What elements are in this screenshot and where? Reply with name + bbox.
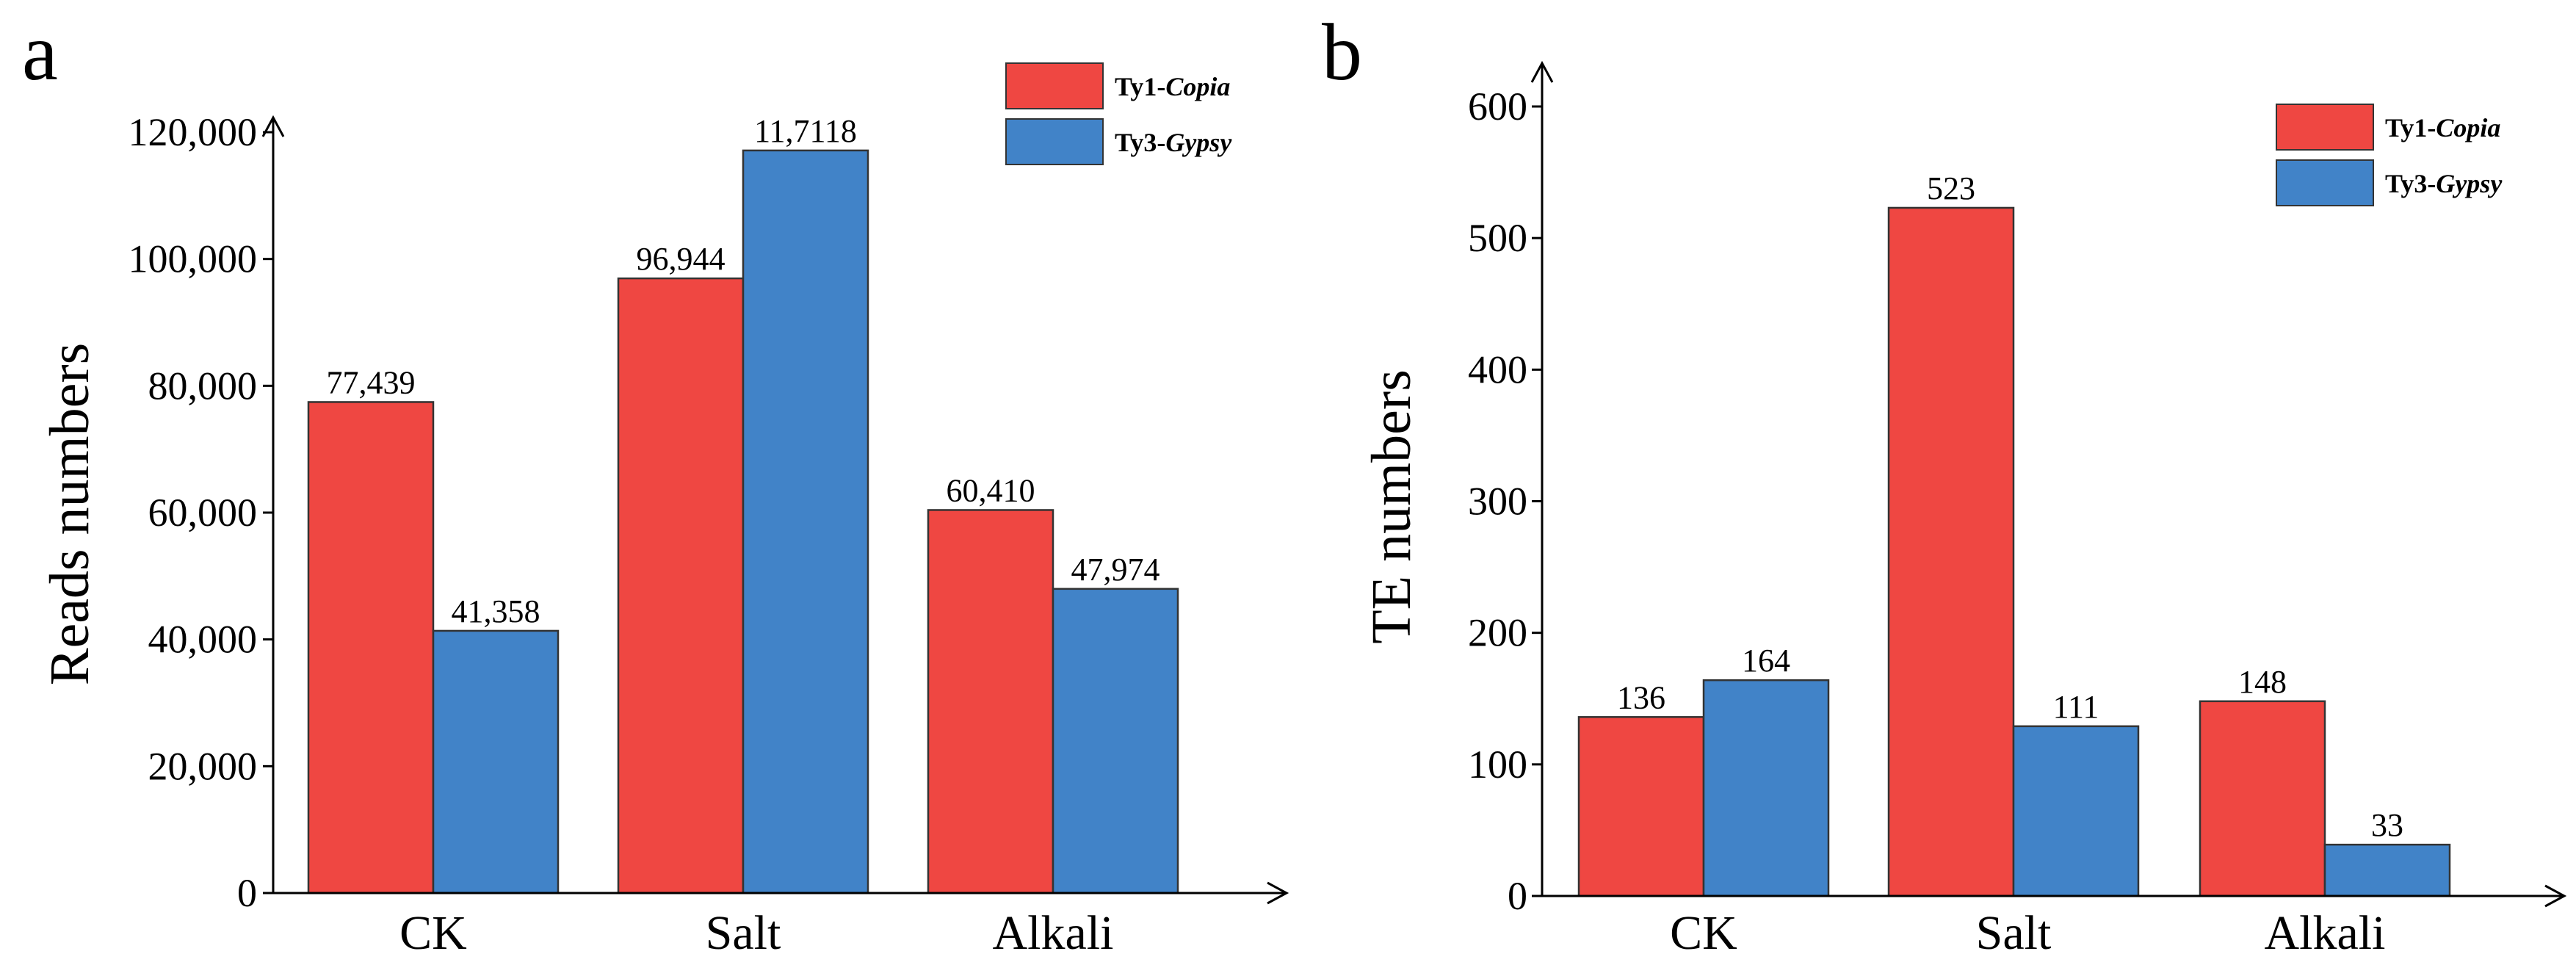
legend-swatch: [1005, 62, 1104, 109]
bar-ck-gypsy: [432, 629, 560, 894]
legend-entry: Ty3-Gypsy: [2385, 169, 2503, 198]
data-label: 60,410: [947, 472, 1035, 508]
legend-entry: Ty1-Copia: [2385, 113, 2500, 142]
bar-alkali-copia: [927, 509, 1054, 894]
y-tick-label: 100,000: [129, 237, 258, 281]
legend-swatch: [2276, 159, 2374, 206]
legend-swatch: [2276, 104, 2374, 151]
data-label: 77,439: [327, 364, 416, 400]
bar-salt-copia: [617, 277, 745, 894]
y-tick-label: 500: [1468, 216, 1527, 260]
data-label: 523: [1927, 170, 1975, 206]
y-tick-label: 0: [237, 871, 257, 915]
y-tick-label: 600: [1468, 84, 1527, 129]
y-axis-arrow: [261, 115, 285, 137]
legend-entry: Ty3-Gypsy: [1115, 128, 1232, 157]
y-tick-label: 120,000: [129, 110, 258, 154]
y-tick-label: 80,000: [148, 364, 258, 408]
y-tick-label: 100: [1468, 742, 1527, 787]
bar-salt-gypsy: [742, 149, 869, 894]
legend: Ty1-Copia Ty3-Gypsy: [2276, 104, 2503, 206]
bar-alkali-gypsy: [1052, 588, 1179, 894]
x-axis-arrow: [2544, 884, 2567, 908]
bar-ck-gypsy: [1702, 679, 1830, 897]
x-axis-arrow: [1267, 881, 1289, 905]
y-tick-label: 0: [1508, 874, 1527, 918]
legend-swatch: [1005, 118, 1104, 165]
y-tick-label: 300: [1468, 480, 1527, 524]
bar-alkali-gypsy: [2323, 843, 2451, 897]
data-label: 33: [2371, 807, 2403, 843]
data-label: 164: [1742, 643, 1790, 679]
panel-a: a 77,439 41,358 CK 96,944 11,7118 Salt 60,410 47…: [22, 7, 1289, 960]
x-tick-label: Alkali: [2265, 906, 2386, 960]
x-tick-label: Alkali: [993, 906, 1114, 960]
x-tick-label: CK: [399, 906, 467, 960]
data-label: 47,974: [1071, 552, 1160, 588]
data-label: 41,358: [452, 593, 540, 629]
bar-salt-copia: [1887, 206, 2015, 897]
bar-ck-copia: [307, 401, 435, 894]
data-label: 96,944: [637, 241, 726, 277]
data-label: 136: [1617, 679, 1665, 715]
legend-entry: Ty1-Copia: [1115, 72, 1230, 101]
y-tick-label: 60,000: [148, 491, 258, 535]
y-tick-label: 20,000: [148, 744, 258, 788]
panel-b: b 136 164 CK 523 111 Salt 148 33 Alkali 0 100 200 300…: [1322, 7, 2567, 960]
data-label: 11,7118: [754, 113, 857, 149]
x-tick-label: CK: [1670, 906, 1737, 960]
y-tick-label: 400: [1468, 347, 1527, 391]
x-tick-label: Salt: [1976, 906, 2052, 960]
y-axis-title: Reads numbers: [39, 343, 101, 685]
bar-alkali-copia: [2199, 700, 2326, 897]
data-label: 148: [2238, 664, 2287, 700]
y-tick-label: 200: [1468, 611, 1527, 655]
panel-letter: b: [1322, 7, 1362, 97]
bar-ck-copia: [1577, 716, 1705, 897]
data-label: 111: [2053, 689, 2099, 725]
y-axis-arrow: [1530, 60, 1554, 83]
legend: Ty1-Copia Ty3-Gypsy: [1005, 62, 1232, 165]
bar-salt-gypsy: [2012, 725, 2140, 897]
y-axis-title: TE numbers: [1361, 369, 1422, 644]
panel-letter: a: [22, 7, 58, 97]
y-tick-label: 40,000: [148, 618, 258, 662]
x-tick-label: Salt: [706, 906, 781, 960]
